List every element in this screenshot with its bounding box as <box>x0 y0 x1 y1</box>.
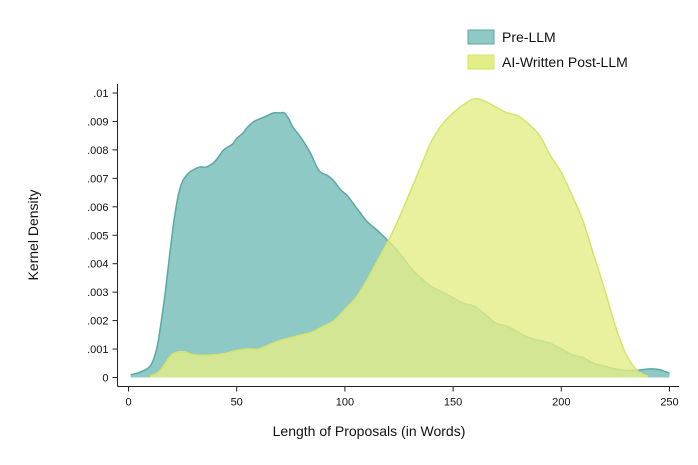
y-tick-label: .001 <box>87 344 108 356</box>
density-line-ai-written-post-llm <box>149 97 649 377</box>
x-tick-label: 200 <box>552 397 570 409</box>
x-tick-label: 0 <box>125 397 131 409</box>
y-axis-title: Kernel Density <box>25 189 41 280</box>
y-tick-label: 0 <box>102 373 108 385</box>
legend-swatch-pre-llm <box>467 29 495 45</box>
plot-area <box>130 97 670 378</box>
x-tick-label: 50 <box>231 397 243 409</box>
x-axis-title: Length of Proposals (in Words) <box>273 423 466 439</box>
y-tick-label: .008 <box>87 145 108 157</box>
legend-swatch-ai-written-post-llm <box>467 54 495 70</box>
legend: Pre-LLM AI-Written Post-LLM <box>467 29 628 70</box>
x-tick-label: 250 <box>660 397 678 409</box>
legend-label-pre-llm: Pre-LLM <box>502 29 556 45</box>
y-tick-label: .007 <box>87 173 108 185</box>
density-area-ai-written-post-llm <box>150 98 648 378</box>
y-tick-label: .005 <box>87 230 108 242</box>
x-tick-label: 150 <box>444 397 462 409</box>
density-area-pre-llm <box>130 112 670 378</box>
y-tick-label: .002 <box>87 316 108 328</box>
y-tick-label: .006 <box>87 202 108 214</box>
y-tick-label: .01 <box>93 88 108 100</box>
legend-label-ai-written-post-llm: AI-Written Post-LLM <box>502 54 628 70</box>
y-tick-label: .003 <box>87 287 108 299</box>
x-tick-label: 100 <box>336 397 354 409</box>
y-tick-label: .004 <box>87 259 108 271</box>
y-tick-label: .009 <box>87 116 108 128</box>
axes: 0 .001 .002 .003 .004 .005 .006 .007 .008 .009 .01… <box>87 84 679 409</box>
